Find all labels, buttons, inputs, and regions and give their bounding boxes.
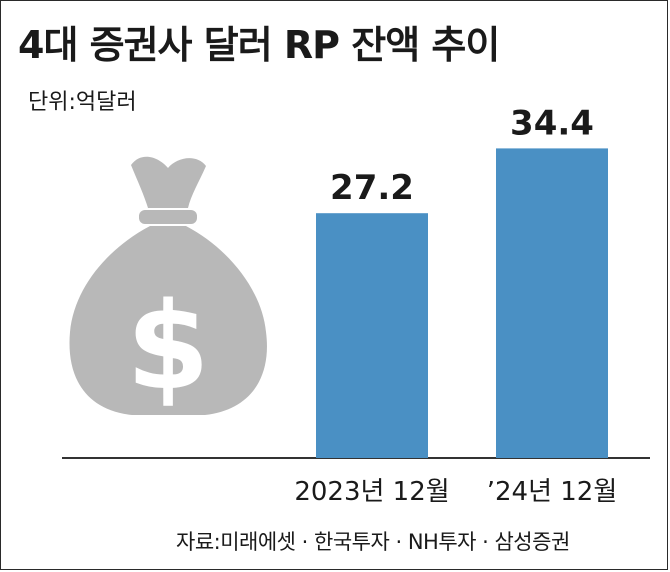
bar-2: [496, 148, 608, 458]
bar-1: [316, 213, 428, 458]
unit-label: 단위:억달러: [28, 90, 137, 115]
x-tick-label-2: ’24년 12월: [487, 477, 618, 507]
bar-value-label-1: 27.2: [330, 168, 414, 208]
bar-value-label-2: 34.4: [510, 103, 594, 143]
chart-title: 4대 증권사 달러 RP 잔액 추이: [18, 23, 500, 67]
svg-text:$: $: [126, 278, 210, 417]
money-bag-icon: $: [69, 156, 267, 417]
source-note: 자료:미래에셋 · 한국투자 · NH투자 · 삼성증권: [176, 530, 570, 554]
x-tick-label-1: 2023년 12월: [294, 477, 449, 507]
